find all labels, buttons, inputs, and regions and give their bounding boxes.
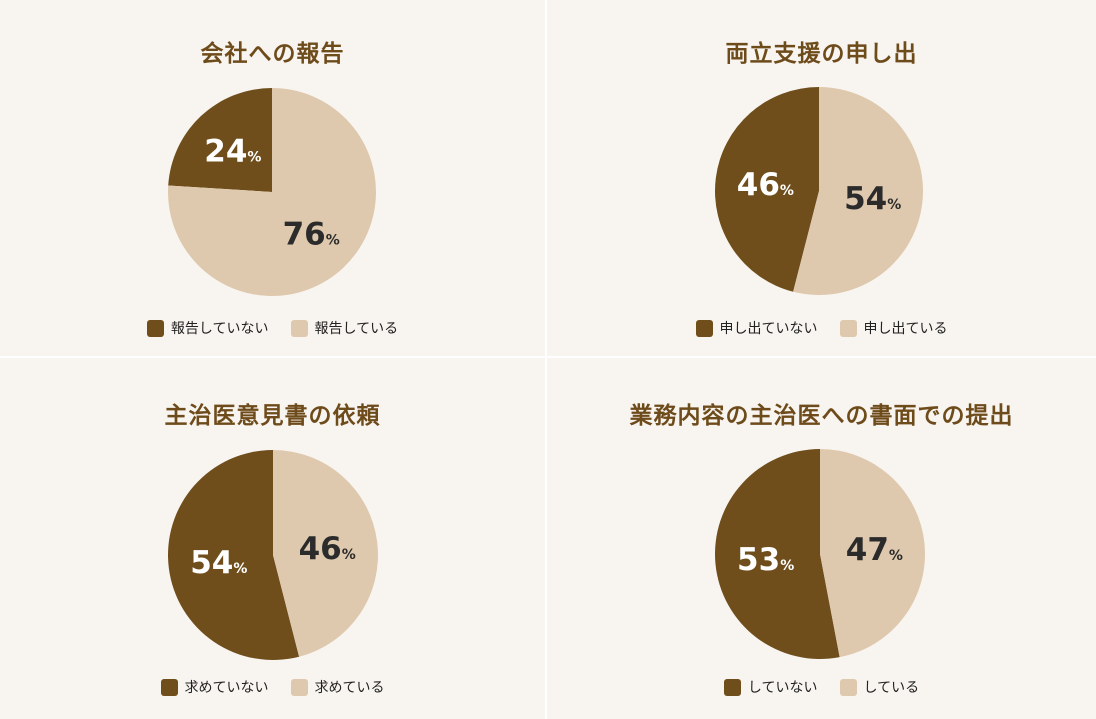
legend: 報告していない 報告している — [0, 318, 545, 338]
legend-label: 求めている — [314, 680, 385, 696]
legend-item-not-asked: 求めていない — [160, 677, 269, 697]
chart-title: 両立支援の申し出 — [725, 41, 918, 67]
legend-swatch-light — [839, 678, 857, 696]
pie-slice-light — [273, 450, 379, 657]
legend-item-done: している — [839, 677, 920, 697]
legend-label: 求めていない — [184, 680, 269, 696]
legend: 求めていない 求めている — [0, 677, 545, 697]
legend-label: 申し出ていない — [719, 321, 818, 337]
chart-panel-support-request: 両立支援の申し出 46% 54% 申し出ていない 申し出ている — [547, 0, 1096, 358]
chart-title: 会社への報告 — [200, 41, 345, 67]
legend-swatch-light — [290, 319, 308, 337]
legend: 申し出ていない 申し出ている — [547, 318, 1096, 338]
legend-item-reported: 報告している — [290, 318, 399, 338]
legend-item-requested: 申し出ている — [839, 318, 948, 338]
legend-label: していない — [747, 680, 818, 696]
legend-swatch-light — [839, 319, 857, 337]
legend-item-asked: 求めている — [290, 677, 385, 697]
legend-swatch-dark — [146, 319, 164, 337]
chart-panel-company-report: 会社への報告 24% 76% 報告していない 報告している — [0, 0, 547, 358]
pie-data-label: 46% — [299, 531, 356, 567]
legend-swatch-light — [290, 678, 308, 696]
legend-swatch-dark — [695, 319, 713, 337]
pie-slice-dark — [715, 87, 819, 292]
pie-chart: 24% 76% — [167, 88, 376, 296]
pie-data-label: 54% — [190, 545, 247, 581]
pie-data-label: 54% — [844, 181, 901, 217]
pie-slice-light — [167, 88, 376, 296]
legend-item-not-done: していない — [723, 677, 818, 697]
pie-data-label: 24% — [204, 133, 261, 169]
pie-slice-light — [793, 87, 923, 295]
legend-item-not-reported: 報告していない — [146, 318, 269, 338]
pie-chart: 46% 54% — [715, 87, 923, 295]
pie-data-label: 76% — [283, 217, 340, 253]
pie-data-label: 46% — [737, 167, 794, 203]
chart-title: 主治医意見書の依頼 — [164, 403, 381, 429]
pie-slice-light — [820, 449, 926, 658]
legend-label: 報告している — [314, 321, 399, 337]
chart-title: 業務内容の主治医への書面での提出 — [629, 403, 1014, 429]
legend-swatch-dark — [723, 678, 741, 696]
legend: していない している — [547, 677, 1096, 697]
legend-item-not-requested: 申し出ていない — [695, 318, 818, 338]
pie-chart: 54% 46% — [168, 450, 379, 660]
pie-data-label: 47% — [846, 532, 903, 568]
pie-chart: 53% 47% — [715, 449, 926, 659]
legend-label: している — [863, 680, 920, 696]
pie-data-label: 53% — [737, 542, 794, 578]
chart-panel-doctor-opinion: 主治医意見書の依頼 54% 46% 求めていない 求めている — [0, 358, 547, 719]
legend-swatch-dark — [160, 678, 178, 696]
pie-slice-dark — [168, 88, 272, 192]
pie-slice-dark — [715, 449, 840, 659]
chart-panel-written-submission: 業務内容の主治医への書面での提出 53% 47% していない している — [547, 358, 1096, 719]
pie-slice-dark — [168, 450, 300, 660]
legend-label: 申し出ている — [863, 321, 948, 337]
legend-label: 報告していない — [170, 321, 269, 337]
